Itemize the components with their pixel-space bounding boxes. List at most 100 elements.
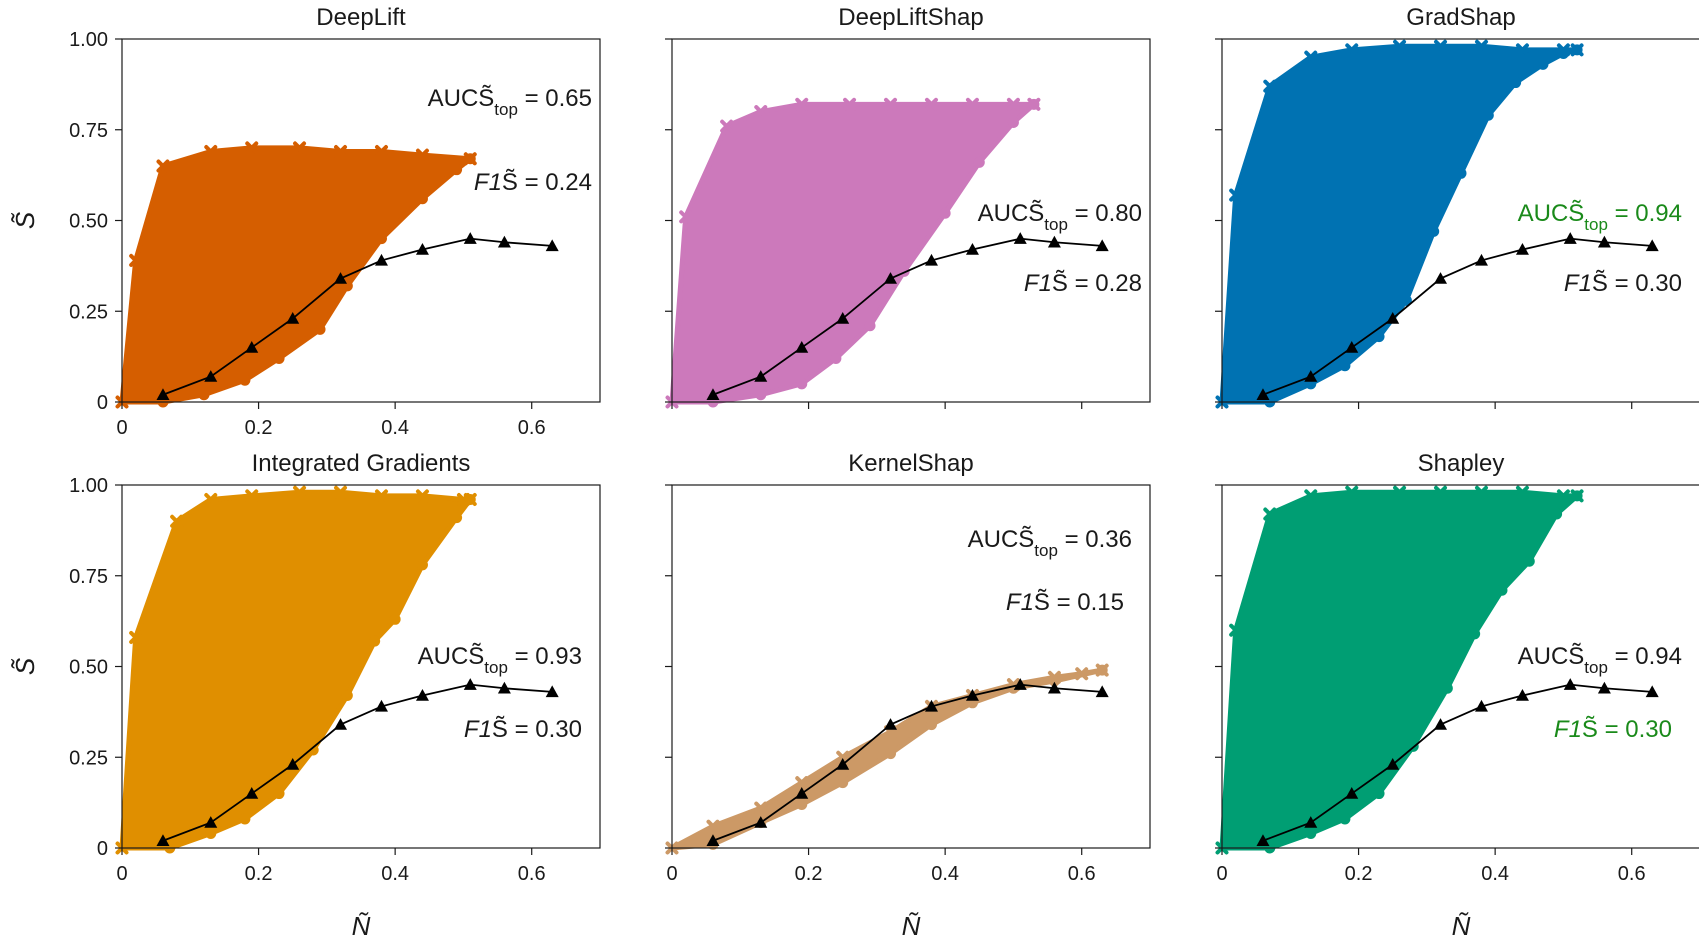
annotation-subscript: top — [484, 658, 508, 677]
panel-title: DeepLift — [316, 4, 406, 31]
reference-line — [162, 683, 553, 842]
upper-marker — [965, 97, 979, 111]
upper-marker — [795, 97, 809, 111]
lower-marker — [864, 320, 876, 332]
lower-marker — [273, 352, 285, 364]
upper-marker — [679, 210, 693, 224]
upper-marker — [334, 145, 348, 159]
upper-marker — [754, 105, 768, 119]
reference-marker — [1597, 681, 1611, 694]
lower-marker — [1557, 48, 1569, 60]
annotation-f1: F1S̃ = 0.15 — [1006, 589, 1124, 616]
reference-line — [712, 683, 1103, 842]
lower-marker — [464, 494, 476, 506]
reference-marker — [706, 388, 720, 400]
y-axis-label: S̃ — [10, 211, 40, 229]
annotation-value: = 0.30 — [1608, 270, 1682, 297]
reference-marker — [1345, 787, 1359, 799]
upper-marker — [836, 750, 850, 764]
annotation-auc: AUCS̃top = 0.94 — [1518, 643, 1682, 677]
y-tick-label: 0.75 — [69, 566, 108, 588]
annotation-value: = 0.65 — [518, 85, 592, 112]
reference-marker — [754, 816, 768, 828]
upper-marker — [204, 493, 218, 507]
reference-marker — [1047, 235, 1061, 248]
lower-marker — [885, 748, 897, 760]
reference-marker — [924, 699, 938, 712]
annotation-f1: F1S̃ = 0.30 — [1564, 270, 1682, 297]
annotation-base: S̃ — [1052, 270, 1068, 297]
upper-marker — [1515, 43, 1529, 57]
annotation-subscript: top — [1044, 215, 1068, 234]
lower-marker — [1048, 675, 1060, 687]
reference-marker — [1256, 388, 1270, 400]
lower-marker — [369, 635, 381, 647]
reference-marker — [795, 341, 809, 353]
lower-marker — [314, 323, 326, 335]
lower-marker — [1571, 490, 1583, 502]
annotation-f1: F1S̃ = 0.28 — [1024, 270, 1142, 297]
annotation-subscript: top — [1584, 658, 1608, 677]
annotation-base: AUCS̃ — [418, 643, 485, 670]
y-tick-label: 0 — [97, 838, 108, 860]
reference-marker — [204, 370, 218, 382]
x-tick-label: 0.4 — [381, 417, 409, 439]
reference-marker — [1304, 816, 1318, 828]
lower-marker — [1455, 167, 1467, 179]
annotation-value: = 0.24 — [518, 169, 592, 196]
panel-gradshap: GradShap AUCS̃top = 0.94 F1S̃ = 0.30 — [1215, 4, 1699, 409]
lower-marker — [1373, 788, 1385, 800]
y-tick-label: 0.25 — [69, 747, 108, 769]
reference-marker — [1645, 685, 1659, 698]
upper-marker — [706, 819, 720, 833]
panel-title: Shapley — [1418, 450, 1505, 477]
upper-marker — [293, 141, 307, 155]
lower-marker — [796, 378, 808, 390]
reference-marker — [545, 685, 559, 698]
annotation-value: = 0.94 — [1608, 643, 1682, 670]
lower-marker — [464, 153, 476, 165]
upper-marker — [374, 145, 388, 159]
reference-marker — [795, 787, 809, 799]
annotation-value: = 0.93 — [508, 643, 582, 670]
lower-marker — [1523, 555, 1535, 567]
annotation-f1: F1S̃ = 0.24 — [474, 169, 592, 196]
upper-marker — [1393, 485, 1407, 499]
x-tick-label: 0.2 — [245, 417, 273, 439]
lower-marker — [307, 744, 319, 756]
y-tick-label: 1.00 — [69, 475, 108, 497]
upper-marker — [1229, 188, 1243, 202]
y-tick-label: 0.75 — [69, 120, 108, 142]
x-tick-label: 0 — [666, 863, 677, 885]
x-tick-label: 0.4 — [381, 863, 409, 885]
annotation-value: = 0.94 — [1608, 200, 1682, 227]
lower-marker — [1305, 827, 1317, 839]
upper-marker — [924, 97, 938, 111]
reference-marker — [156, 388, 170, 400]
annotation-f1: F1S̃ = 0.30 — [1554, 716, 1672, 743]
lower-marker — [1007, 116, 1019, 128]
lower-marker — [1400, 294, 1412, 306]
panel-kernelshap: KernelShap 0 0.2 0.4 0.6 AUCS̃top = 0.36 F1S̃ … — [665, 450, 1151, 885]
reference-marker — [374, 699, 388, 712]
upper-marker — [884, 97, 898, 111]
reference-marker — [1304, 370, 1318, 382]
x-tick-label: 0 — [116, 863, 127, 885]
lower-marker — [1510, 77, 1522, 89]
reference-line — [712, 237, 1103, 396]
reference-marker — [1563, 232, 1577, 244]
annotation-prefix: F1 — [464, 716, 492, 743]
annotation-prefix: F1 — [1554, 716, 1582, 743]
x-tick-label: 0.2 — [1345, 863, 1373, 885]
lower-marker — [1028, 98, 1040, 110]
annotation-value: = 0.15 — [1050, 589, 1124, 616]
upper-marker — [1006, 97, 1020, 111]
lower-marker — [830, 352, 842, 364]
lower-marker — [1339, 813, 1351, 825]
reference-marker — [884, 718, 898, 730]
upper-marker — [204, 145, 218, 159]
x-tick-label: 0.6 — [518, 417, 546, 439]
annotation-base: AUCS̃ — [1518, 200, 1585, 227]
panel-shapley: Shapley 0 0.2 0.4 0.6 AUCS̃top = 0.94 F1S̃ = 0… — [1215, 450, 1699, 885]
lower-marker — [755, 389, 767, 401]
